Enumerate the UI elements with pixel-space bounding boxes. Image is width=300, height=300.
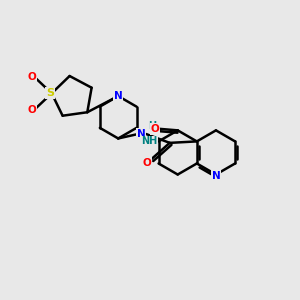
Text: NH: NH — [141, 136, 157, 146]
Text: O: O — [143, 158, 152, 168]
Text: N: N — [136, 129, 145, 139]
Text: S: S — [46, 88, 54, 98]
Text: O: O — [150, 124, 159, 134]
Text: O: O — [28, 105, 36, 115]
Text: N: N — [114, 91, 123, 101]
Text: N: N — [212, 171, 220, 181]
Text: H: H — [148, 121, 157, 131]
Text: O: O — [28, 71, 36, 82]
